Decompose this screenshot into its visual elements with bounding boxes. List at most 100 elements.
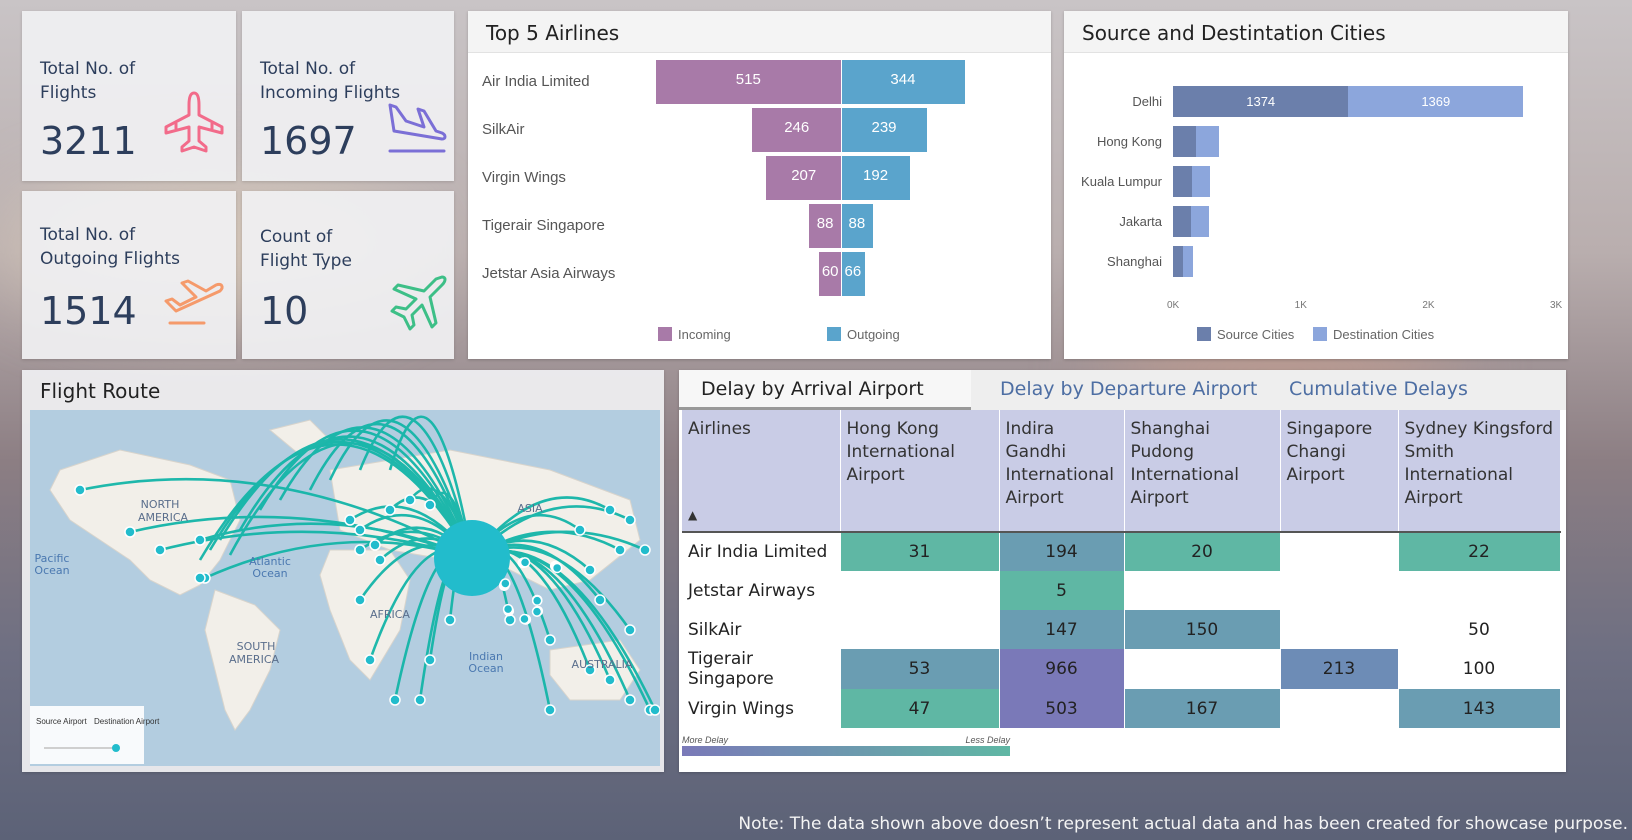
kpi-value: 1697 (260, 119, 357, 163)
table-row[interactable]: SilkAir 147 150 50 (682, 610, 1561, 649)
bar-incoming[interactable]: 88 (809, 204, 841, 248)
legend-swatch (1313, 327, 1327, 341)
column-header-shanghai-pudong[interactable]: Shanghai Pudong International Airport (1124, 410, 1281, 532)
airport-markers[interactable] (74, 484, 660, 716)
bar-destination[interactable] (1183, 246, 1194, 277)
airport-marker (584, 664, 596, 676)
panel-title: Source and Destintation Cities (1082, 21, 1386, 45)
bar-source[interactable] (1173, 166, 1193, 197)
map-label: AMERICA (138, 511, 189, 524)
bar-incoming[interactable]: 515 (655, 60, 841, 104)
delay-cell[interactable] (1280, 689, 1399, 728)
delay-cell[interactable] (1398, 571, 1561, 610)
delay-cell[interactable] (840, 571, 1000, 610)
map-label: Ocean (252, 567, 287, 580)
tab-delay-arrival[interactable]: Delay by Arrival Airport (679, 370, 971, 410)
tab-cumulative-delays[interactable]: Cumulative Delays (1289, 378, 1468, 400)
airline-label: SilkAir (482, 121, 525, 138)
table-row[interactable]: Jetstar Airways 5 (682, 571, 1561, 610)
bar-source[interactable] (1173, 206, 1191, 237)
x-tick-label: 0K (1167, 300, 1180, 311)
airport-marker (531, 606, 543, 617)
delay-cell[interactable]: 50 (1398, 610, 1561, 649)
delay-cell[interactable]: 5 (999, 571, 1125, 610)
table-row[interactable]: Tigerair Singapore 53 966 213 100 (682, 649, 1561, 689)
delay-cell[interactable]: 503 (999, 689, 1125, 728)
tab-delay-departure[interactable]: Delay by Departure Airport (1000, 378, 1258, 400)
bar-source[interactable] (1173, 246, 1184, 277)
column-header-indira-gandhi[interactable]: Indira Gandhi International Airport (999, 410, 1125, 532)
airline-label: Virgin Wings (482, 169, 566, 186)
delay-cell[interactable] (1280, 571, 1399, 610)
legend-incoming[interactable]: Incoming (658, 326, 731, 344)
airport-marker (624, 514, 636, 526)
bar-incoming[interactable]: 207 (766, 156, 841, 200)
airport-marker (354, 524, 366, 536)
delay-cell[interactable]: 213 (1280, 649, 1399, 689)
column-header-airlines[interactable]: Airlines ▲ (682, 410, 841, 532)
bar-destination[interactable] (1190, 206, 1209, 237)
bar-destination[interactable] (1195, 126, 1219, 157)
column-header-singapore-changi[interactable]: Singapore Changi Airport (1280, 410, 1399, 532)
delay-cell[interactable]: 150 (1124, 610, 1281, 649)
delay-cell[interactable]: 100 (1398, 649, 1561, 689)
delay-cell[interactable] (1124, 571, 1281, 610)
flight-route-map[interactable]: NORTH AMERICA Pacific Ocean Atlantic Oce… (30, 410, 660, 766)
panel-title: Top 5 Airlines (486, 21, 620, 45)
delay-cell[interactable]: 143 (1398, 689, 1561, 728)
delay-cell[interactable]: 966 (999, 649, 1125, 689)
bar-destination[interactable]: 1369 (1348, 86, 1524, 117)
bar-outgoing[interactable]: 66 (841, 252, 865, 296)
delay-color-scale: More Delay Less Delay (682, 735, 1010, 757)
bar-outgoing[interactable]: 192 (841, 156, 911, 200)
airport-marker (344, 514, 356, 526)
scale-less-label: Less Delay (965, 735, 1010, 745)
map-label: AMERICA (229, 653, 280, 666)
delay-cell[interactable]: 167 (1124, 689, 1281, 728)
delay-cell[interactable] (1124, 649, 1281, 689)
bar-destination[interactable] (1192, 166, 1210, 197)
bar-incoming[interactable]: 60 (819, 252, 841, 296)
airport-marker (649, 704, 660, 716)
airport-marker (364, 654, 376, 666)
bar-incoming[interactable]: 246 (752, 108, 841, 152)
bar-source[interactable] (1173, 126, 1196, 157)
bar-outgoing[interactable]: 344 (841, 60, 965, 104)
bar-source[interactable]: 1374 (1173, 86, 1349, 117)
airport-marker (624, 694, 636, 706)
table-row[interactable]: Air India Limited 31 194 20 22 (682, 532, 1561, 571)
table-row[interactable]: Virgin Wings 47 503 167 143 (682, 689, 1561, 728)
delay-cell[interactable]: 20 (1124, 532, 1281, 571)
delay-cell[interactable]: 147 (999, 610, 1125, 649)
airport-marker (574, 524, 586, 536)
delay-cell[interactable]: 31 (840, 532, 1000, 571)
x-tick-label: 3K (1550, 300, 1563, 311)
legend-outgoing[interactable]: Outgoing (827, 326, 900, 344)
row-airline-name: Tigerair Singapore (682, 649, 841, 689)
city-label: Delhi (1132, 94, 1162, 109)
delay-cell[interactable] (840, 610, 1000, 649)
map-label: NORTH (141, 498, 180, 511)
column-header-hong-kong[interactable]: Hong Kong International Airport (840, 410, 1000, 532)
delay-cell[interactable]: 53 (840, 649, 1000, 689)
hub-cluster[interactable] (434, 520, 510, 596)
delay-cell[interactable] (1280, 610, 1399, 649)
x-tick-label: 2K (1422, 300, 1435, 311)
sort-ascending-icon[interactable]: ▲ (688, 508, 698, 522)
column-header-sydney[interactable]: Sydney Kingsford Smith International Air… (1398, 410, 1561, 532)
bar-outgoing[interactable]: 88 (841, 204, 873, 248)
panel-header (1064, 11, 1568, 53)
map-label: ASIA (517, 502, 543, 515)
legend-destination[interactable]: Destination Cities (1313, 326, 1434, 344)
delay-cell[interactable]: 22 (1398, 532, 1561, 571)
airport-marker (544, 704, 556, 716)
delay-cell[interactable] (1280, 532, 1399, 571)
city-label: Hong Kong (1096, 134, 1162, 149)
delay-cell[interactable]: 194 (999, 532, 1125, 571)
legend-source[interactable]: Source Cities (1197, 326, 1294, 344)
cities-panel: Source and Destintation Cities Delhi 1374… (1064, 11, 1568, 359)
airport-marker (414, 694, 426, 706)
delay-cell[interactable]: 47 (840, 689, 1000, 728)
bar-outgoing[interactable]: 239 (841, 108, 928, 152)
airport-marker (154, 544, 166, 556)
